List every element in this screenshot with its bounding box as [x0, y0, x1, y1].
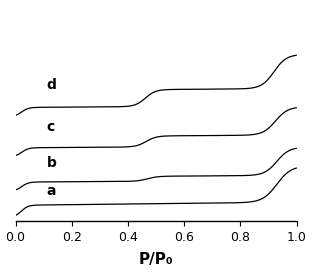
Text: c: c — [46, 120, 55, 134]
Text: b: b — [46, 156, 56, 170]
X-axis label: P/P₀: P/P₀ — [139, 253, 173, 268]
Text: d: d — [46, 78, 56, 92]
Text: a: a — [46, 184, 56, 198]
